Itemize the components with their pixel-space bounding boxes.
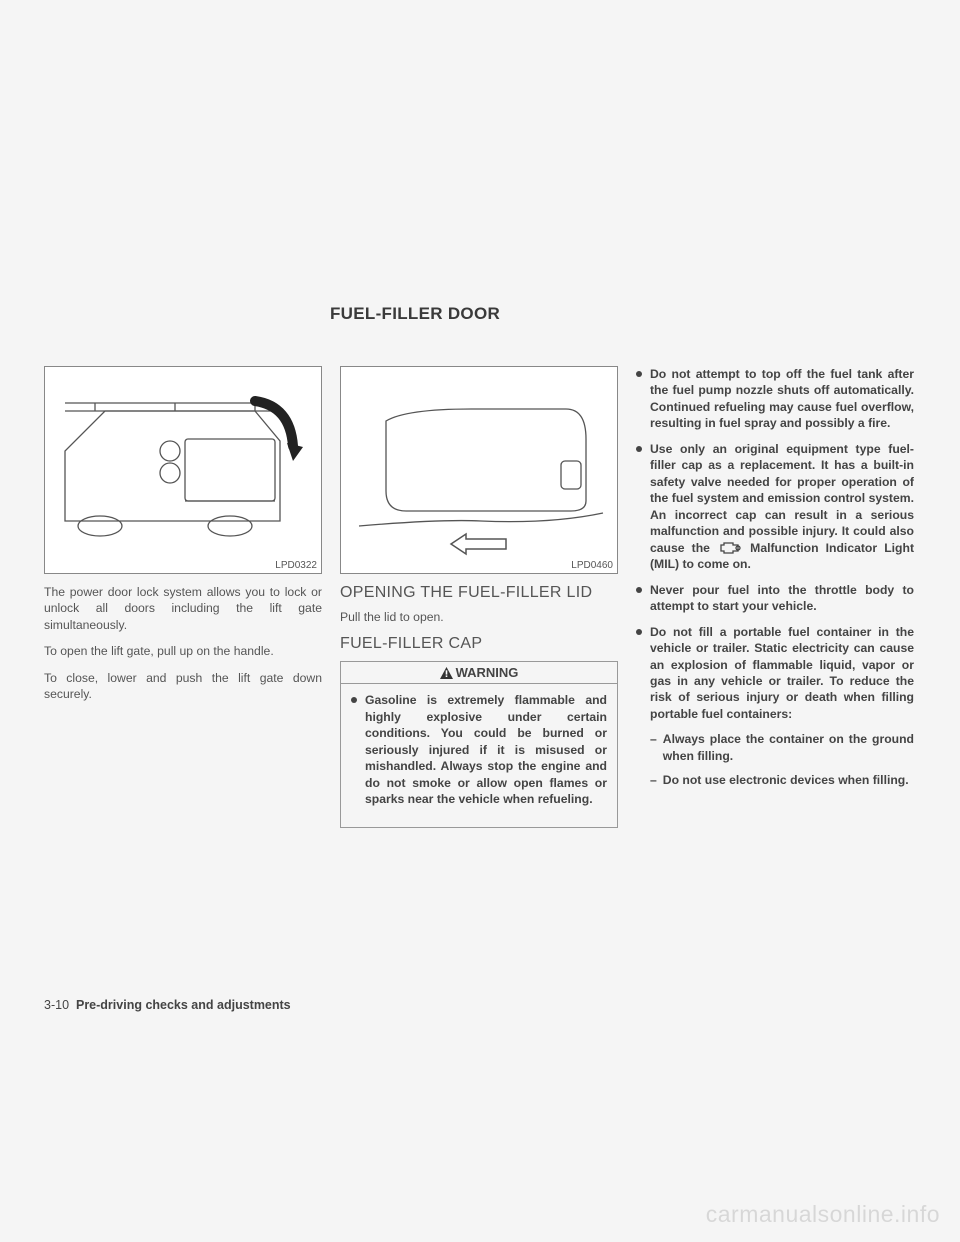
column-2: LPD0460 OPENING THE FUEL-FILLER LID Pull… [340,366,618,828]
page-number: 3-10 [44,998,69,1012]
opening-lid-heading: OPENING THE FUEL-FILLER LID [340,584,618,602]
figure-liftgate: LPD0322 [44,366,322,574]
opening-lid-text: Pull the lid to open. [340,609,618,625]
bullet-original-cap: Use only an original equipment type fuel… [636,441,914,573]
column-3: Do not attempt to top off the fuel tank … [636,366,914,828]
section-name: Pre-driving checks and adjustments [76,998,291,1012]
warning-bullet-1: Gasoline is extremely flammable and high… [351,692,607,807]
filler-cap-heading: FUEL-FILLER CAP [340,635,618,653]
warning-box: WARNING Gasoline is extremely flammable … [340,661,618,827]
liftgate-illustration [55,391,313,561]
warning-body: Gasoline is extremely flammable and high… [341,684,617,826]
bullet-icon [636,446,642,452]
column-layout: LPD0322 The power door lock system allow… [44,366,916,828]
page-title: FUEL-FILLER DOOR [330,304,916,324]
sub-bullet-electronic: – Do not use electronic devices when fil… [650,772,914,788]
bullet-icon [636,587,642,593]
liftgate-lock-text: The power door lock system allows you to… [44,584,322,633]
bullet-throttle: Never pour fuel into the throttle body t… [636,582,914,615]
figure-fuel-lid: LPD0460 [340,366,618,574]
bullet-icon [351,697,357,703]
bullet-topoff: Do not attempt to top off the fuel tank … [636,366,914,432]
dash-icon: – [650,772,657,788]
figure-label-2: LPD0460 [571,560,613,571]
mil-icon [719,541,741,555]
bullet-icon [636,371,642,377]
bullet-icon [636,629,642,635]
sub-bullet-ground: – Always place the container on the grou… [650,731,914,764]
warning-header: WARNING [341,662,617,684]
dash-icon: – [650,731,657,747]
column-1: LPD0322 The power door lock system allow… [44,366,322,828]
manual-page: FUEL-FILLER DOOR [44,304,916,1004]
figure-label-1: LPD0322 [275,560,317,571]
liftgate-open-text: To open the lift gate, pull up on the ha… [44,643,322,659]
liftgate-close-text: To close, lower and push the lift gate d… [44,670,322,703]
fuel-lid-illustration [351,391,609,561]
warning-label: WARNING [456,665,519,680]
page-footer: 3-10 Pre-driving checks and adjustments [44,998,291,1012]
bullet-portable: Do not fill a portable fuel container in… [636,624,914,723]
warning-icon [440,667,453,679]
watermark: carmanualsonline.info [706,1201,940,1228]
